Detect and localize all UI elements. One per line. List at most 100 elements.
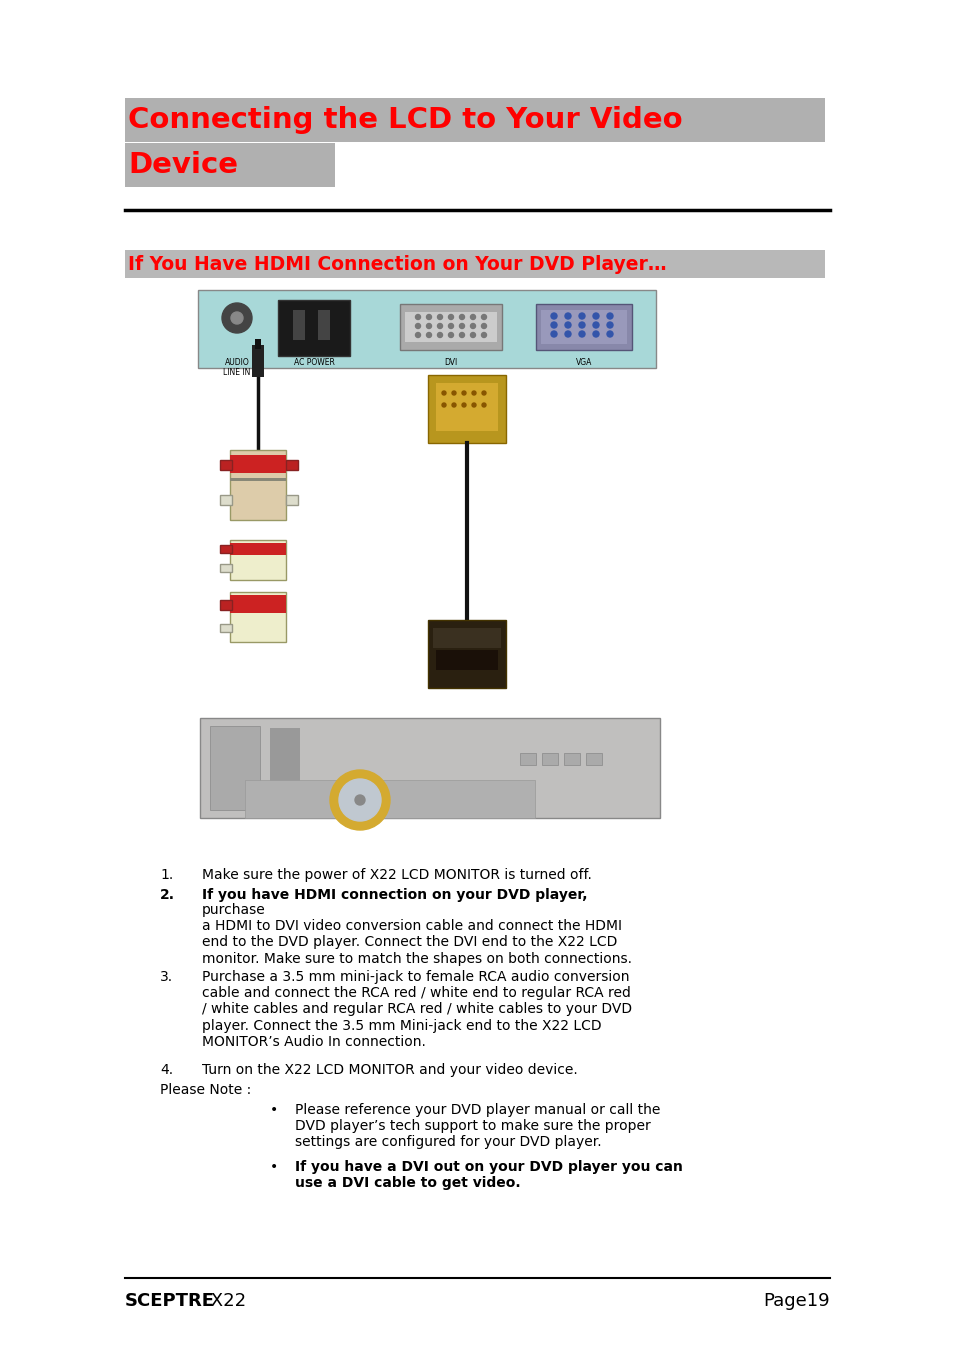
Bar <box>230 479 286 481</box>
Bar <box>230 544 286 556</box>
Text: •: • <box>270 1103 278 1117</box>
Circle shape <box>426 315 431 319</box>
Circle shape <box>564 331 571 337</box>
Circle shape <box>355 795 365 804</box>
Text: Turn on the X22 LCD MONITOR and your video device.: Turn on the X22 LCD MONITOR and your vid… <box>202 1063 578 1078</box>
Bar <box>230 592 286 642</box>
Bar <box>220 625 232 631</box>
Circle shape <box>330 771 390 830</box>
Circle shape <box>551 314 557 319</box>
Circle shape <box>448 333 453 338</box>
Bar <box>277 300 350 356</box>
Bar <box>210 726 260 810</box>
Circle shape <box>564 314 571 319</box>
Circle shape <box>470 323 475 329</box>
Text: X22: X22 <box>205 1293 246 1310</box>
Circle shape <box>593 314 598 319</box>
Circle shape <box>481 333 486 338</box>
Bar <box>230 539 286 580</box>
Circle shape <box>606 322 613 329</box>
Circle shape <box>459 333 464 338</box>
Circle shape <box>441 403 446 407</box>
Text: AC POWER: AC POWER <box>294 358 335 366</box>
Text: AUDIO
LINE IN: AUDIO LINE IN <box>223 358 251 377</box>
Circle shape <box>459 323 464 329</box>
Circle shape <box>551 322 557 329</box>
Circle shape <box>426 323 431 329</box>
Circle shape <box>231 312 243 324</box>
Circle shape <box>472 391 476 395</box>
Bar <box>220 545 232 553</box>
Circle shape <box>481 403 485 407</box>
Circle shape <box>606 331 613 337</box>
Bar <box>220 460 232 470</box>
Text: VGA: VGA <box>576 358 592 366</box>
Circle shape <box>416 315 420 319</box>
Bar <box>125 97 824 142</box>
Bar <box>428 621 505 688</box>
Bar <box>436 650 497 671</box>
Bar <box>125 250 824 279</box>
Bar <box>230 450 286 521</box>
Text: If You Have HDMI Connection on Your DVD Player…: If You Have HDMI Connection on Your DVD … <box>128 254 666 273</box>
Bar <box>220 600 232 610</box>
Circle shape <box>551 331 557 337</box>
Circle shape <box>222 303 252 333</box>
Bar <box>125 143 335 187</box>
Text: Please Note :: Please Note : <box>160 1083 251 1096</box>
Text: If you have HDMI connection on your DVD player,: If you have HDMI connection on your DVD … <box>202 888 587 902</box>
Circle shape <box>461 403 465 407</box>
Circle shape <box>437 323 442 329</box>
Bar <box>519 753 536 765</box>
Bar <box>252 345 264 377</box>
Bar <box>220 495 232 506</box>
Text: 4.: 4. <box>160 1063 172 1078</box>
Circle shape <box>470 315 475 319</box>
Circle shape <box>416 323 420 329</box>
Bar <box>540 310 626 343</box>
Circle shape <box>606 314 613 319</box>
Circle shape <box>481 315 486 319</box>
Text: Make sure the power of X22 LCD MONITOR is turned off.: Make sure the power of X22 LCD MONITOR i… <box>202 868 591 882</box>
Circle shape <box>472 403 476 407</box>
Bar <box>541 753 558 765</box>
Circle shape <box>437 315 442 319</box>
Bar <box>220 564 232 572</box>
Circle shape <box>481 323 486 329</box>
Bar <box>317 310 330 339</box>
Bar <box>286 460 297 470</box>
Bar <box>536 304 631 350</box>
Text: 3.: 3. <box>160 969 172 984</box>
Circle shape <box>564 322 571 329</box>
Bar <box>286 495 297 506</box>
Bar <box>254 339 261 349</box>
Bar <box>436 383 497 431</box>
Bar <box>245 780 535 818</box>
Circle shape <box>578 314 584 319</box>
Text: 2.: 2. <box>160 888 174 902</box>
Text: DVI: DVI <box>444 358 457 366</box>
Text: 1.: 1. <box>160 868 173 882</box>
Text: If you have a DVI out on your DVD player you can
use a DVI cable to get video.: If you have a DVI out on your DVD player… <box>294 1160 682 1190</box>
Text: purchase
a HDMI to DVI video conversion cable and connect the HDMI
end to the DV: purchase a HDMI to DVI video conversion … <box>202 903 631 965</box>
Bar <box>230 595 286 612</box>
Circle shape <box>578 331 584 337</box>
Circle shape <box>459 315 464 319</box>
Text: Purchase a 3.5 mm mini-jack to female RCA audio conversion
cable and connect the: Purchase a 3.5 mm mini-jack to female RC… <box>202 969 632 1049</box>
Text: Device: Device <box>128 151 237 178</box>
Bar <box>200 718 659 818</box>
Circle shape <box>416 333 420 338</box>
Circle shape <box>593 331 598 337</box>
Circle shape <box>593 322 598 329</box>
Circle shape <box>452 391 456 395</box>
Bar <box>230 456 286 473</box>
Circle shape <box>437 333 442 338</box>
Circle shape <box>578 322 584 329</box>
Circle shape <box>338 779 380 821</box>
Circle shape <box>470 333 475 338</box>
Bar <box>270 727 299 808</box>
Bar <box>563 753 579 765</box>
Bar <box>293 310 305 339</box>
Bar <box>428 375 505 443</box>
Bar <box>585 753 601 765</box>
